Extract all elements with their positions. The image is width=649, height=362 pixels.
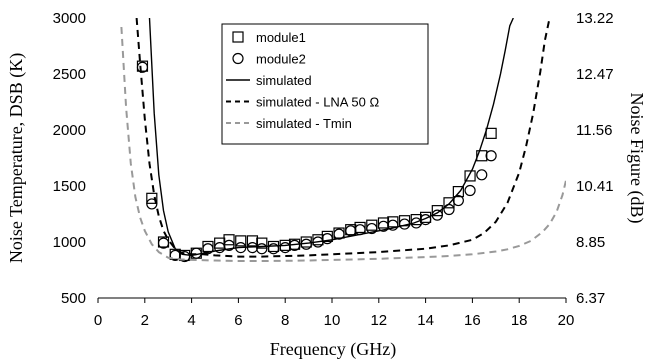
point-module1	[202, 240, 214, 253]
point-module1	[235, 235, 247, 247]
x-tick-label: 14	[417, 312, 434, 329]
y-tick-label: 1500	[53, 178, 86, 195]
x-tick-label: 2	[141, 312, 149, 329]
point-module2	[267, 243, 280, 255]
x-tick-label: 8	[281, 312, 289, 329]
point-module2	[202, 243, 214, 255]
x-tick-label: 10	[324, 312, 341, 329]
point-module2	[279, 242, 291, 254]
y2-tick-label: 10.41	[576, 178, 614, 195]
point-module1	[476, 150, 488, 162]
point-module1	[300, 236, 312, 248]
point-module2	[178, 250, 191, 263]
point-module1	[452, 186, 464, 198]
y-tick-label: 2000	[53, 122, 86, 139]
legend-label-simulated: simulated	[256, 73, 312, 88]
y-tick-label: 2500	[53, 66, 86, 83]
legend-box	[221, 23, 429, 145]
point-module2	[256, 243, 268, 255]
legend: module1 module2 simulated simulated - LNA 5…	[221, 23, 429, 145]
point-module2	[223, 239, 235, 251]
legend-label-module2: module2	[256, 52, 306, 67]
point-module1	[246, 235, 259, 247]
series-line-simulated-lna-50	[135, 18, 551, 258]
point-module2	[146, 198, 158, 210]
point-module1	[223, 234, 235, 246]
series-line-simulated-tmin	[120, 26, 566, 262]
series-line-simulated	[148, 18, 514, 257]
x-tick-label: 0	[94, 312, 102, 329]
point-module2	[157, 237, 170, 249]
point-module1	[464, 170, 476, 182]
point-module1	[485, 127, 497, 139]
point-module2	[366, 222, 378, 235]
point-module1	[312, 234, 324, 246]
y-tick-label: 3000	[53, 10, 86, 27]
point-module2	[452, 194, 464, 207]
x-tick-label: 6	[234, 312, 242, 329]
legend-label-simulated-lna-50: simulated - LNA 50 Ω	[256, 95, 379, 110]
y2-tick-label: 13.22	[576, 10, 614, 27]
x-tick-label: 18	[511, 312, 528, 329]
point-module2	[136, 61, 149, 73]
point-module1	[431, 205, 443, 217]
y2-tick-label: 12.47	[576, 66, 614, 83]
y2-tick-label: 8.85	[576, 234, 605, 251]
point-module2	[464, 184, 476, 197]
point-module2	[420, 214, 432, 226]
point-module1	[256, 237, 268, 249]
y2-tick-label: 11.56	[576, 122, 612, 139]
legend-marker-module1	[232, 31, 244, 43]
point-module2	[476, 169, 488, 181]
x-tick-label: 4	[187, 312, 195, 329]
point-module2	[485, 150, 497, 162]
point-module1	[146, 192, 158, 204]
x-tick-label: 16	[464, 312, 481, 329]
axes: 0 2 4 6 8 10 12 14 16 18 20 500 1000 1500 2000 2500 3000…	[53, 10, 614, 329]
point-module1	[387, 216, 399, 228]
y-axis-title: Noise Temperature, DSB (K)	[6, 53, 27, 263]
series-layer	[120, 18, 566, 263]
y-tick-label: 1000	[53, 234, 86, 251]
legend-label-module1: module1	[256, 30, 306, 45]
y-tick-label: 500	[61, 290, 86, 307]
point-module2	[321, 233, 333, 245]
y2-tick-label: 6.37	[576, 290, 605, 307]
legend-marker-module2	[232, 52, 244, 65]
x-axis-title: Frequency (GHz)	[270, 339, 396, 360]
point-module1	[366, 219, 378, 231]
x-tick-label: 20	[558, 312, 575, 329]
point-module1	[354, 221, 366, 234]
point-module2	[387, 219, 399, 231]
legend-label-simulated-tmin: simulated - Tmin	[256, 116, 352, 131]
y2-axis-title: Noise Figure (dB)	[626, 93, 647, 224]
x-tick-label: 12	[370, 312, 387, 329]
